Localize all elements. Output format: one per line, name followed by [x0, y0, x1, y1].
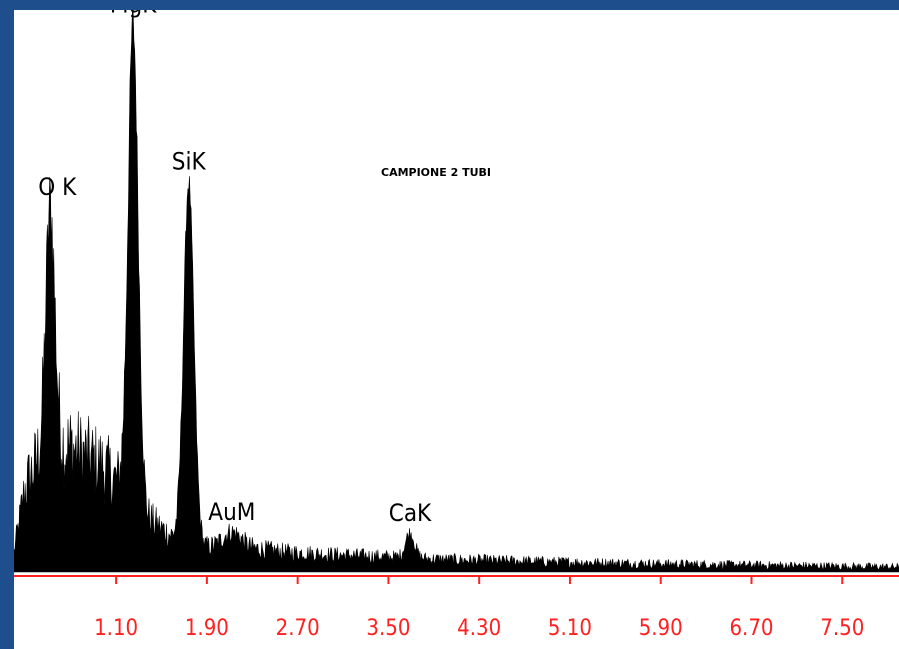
x-tick-label: 7.50 [820, 616, 864, 641]
sample-label: CAMPIONE 2 TUBI [381, 166, 491, 179]
x-tick-label: 5.10 [548, 616, 592, 641]
peak-label: SiK [172, 148, 207, 176]
spectrum-plot-area: 1.10 1.90 2.70 3.50 4.30 5.10 5.90 6.70 7.50 O K M… [14, 10, 899, 649]
x-tick-label: 3.50 [366, 616, 410, 641]
x-tick-label: 2.70 [276, 616, 320, 641]
peak-label: MgK [110, 10, 157, 19]
x-tick-label: 6.70 [729, 616, 773, 641]
peak-label: O K [38, 173, 77, 201]
x-tick-label: 1.10 [94, 616, 138, 641]
x-tick-label: 4.30 [457, 616, 501, 641]
eds-spectrum-chart: 1.10 1.90 2.70 3.50 4.30 5.10 5.90 6.70 7.50 O K M… [14, 10, 899, 641]
x-tick-label: 5.90 [639, 616, 683, 641]
peak-label: AuM [208, 498, 255, 526]
x-tick-label: 1.90 [185, 616, 229, 641]
spectrum-fill [14, 10, 899, 573]
peak-label: CaK [389, 499, 432, 527]
